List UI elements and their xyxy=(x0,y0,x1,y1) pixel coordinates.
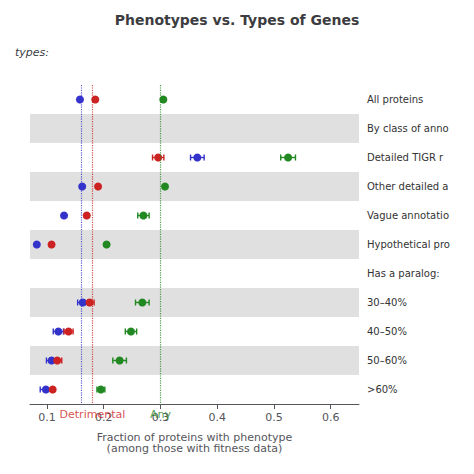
svg-text:Hypothetical pro: Hypothetical pro xyxy=(367,239,450,250)
svg-text:Vague annotatio: Vague annotatio xyxy=(367,210,449,221)
svg-text:0.6: 0.6 xyxy=(322,411,340,424)
svg-text:Other detailed a: Other detailed a xyxy=(367,181,448,192)
svg-text:30–40%: 30–40% xyxy=(367,297,407,308)
svg-text:0.1: 0.1 xyxy=(38,411,56,424)
svg-text:All proteins: All proteins xyxy=(367,94,423,105)
svg-text:Phenotypes vs. Types of Genes: Phenotypes vs. Types of Genes xyxy=(115,12,360,28)
svg-text:0.5: 0.5 xyxy=(265,411,283,424)
svg-text:>60%: >60% xyxy=(367,384,398,395)
svg-text:(among those with fitness data: (among those with fitness data) xyxy=(107,442,283,455)
svg-text:By class of anno: By class of anno xyxy=(367,123,449,134)
svg-text:40–50%: 40–50% xyxy=(367,326,407,337)
svg-text:types:: types: xyxy=(15,46,49,59)
svg-text:0.4: 0.4 xyxy=(208,411,226,424)
svg-text:Fraction of proteins with phen: Fraction of proteins with phenotype xyxy=(96,431,293,444)
svg-text:Detrimental: Detrimental xyxy=(60,408,126,421)
svg-text:Detailed TIGR r: Detailed TIGR r xyxy=(367,152,444,163)
svg-text:50–60%: 50–60% xyxy=(367,355,407,366)
svg-text:Has a paralog:: Has a paralog: xyxy=(367,268,440,279)
svg-text:Any: Any xyxy=(150,408,171,421)
